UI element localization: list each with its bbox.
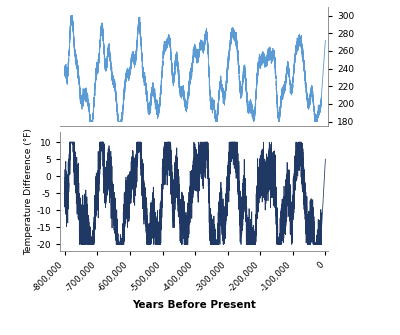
Y-axis label: Temperature Difference (°F): Temperature Difference (°F): [24, 128, 34, 255]
X-axis label: Years Before Present: Years Before Present: [132, 299, 256, 310]
Y-axis label: Carbon Dioxide
Concentration (ppmv): Carbon Dioxide Concentration (ppmv): [399, 16, 400, 116]
